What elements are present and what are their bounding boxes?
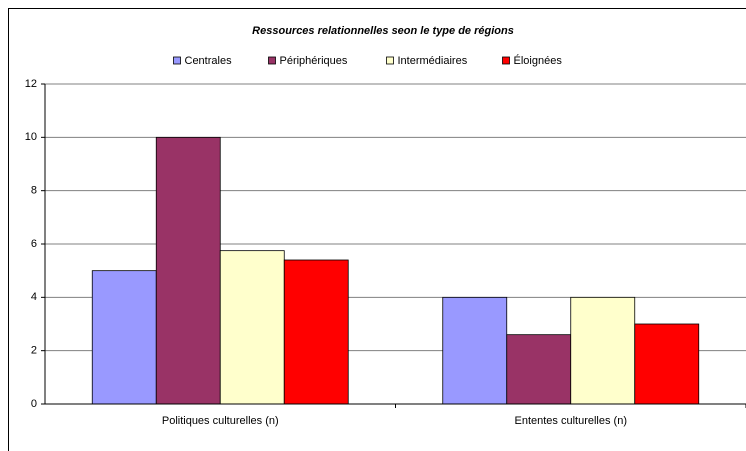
bar bbox=[570, 296, 636, 405]
y-tick-label: 4 bbox=[31, 291, 37, 303]
y-tick-label: 2 bbox=[31, 345, 37, 357]
bar bbox=[219, 250, 285, 405]
legend-label: Intermédiaires bbox=[398, 55, 468, 67]
legend-swatch bbox=[268, 56, 276, 65]
y-tick-label: 12 bbox=[25, 78, 37, 90]
bar bbox=[506, 334, 572, 405]
bar bbox=[634, 323, 700, 405]
legend-label: Centrales bbox=[185, 55, 233, 67]
x-tick-label: Ententes culturelles (n) bbox=[515, 415, 628, 427]
bar bbox=[91, 270, 157, 405]
bar bbox=[155, 136, 221, 405]
legend-swatch bbox=[173, 56, 181, 65]
legend-label: Éloignées bbox=[514, 54, 563, 67]
legend-swatch bbox=[502, 56, 510, 65]
x-tick-label: Politiques culturelles (n) bbox=[162, 415, 279, 427]
y-tick-label: 6 bbox=[31, 238, 37, 250]
legend-swatch bbox=[386, 56, 394, 65]
chart-title: Ressources relationnelles seon le type d… bbox=[252, 25, 514, 37]
chart-frame bbox=[8, 8, 746, 451]
y-tick-label: 0 bbox=[31, 398, 37, 410]
y-tick-label: 10 bbox=[25, 131, 37, 143]
legend-label: Périphériques bbox=[280, 55, 348, 67]
bar bbox=[442, 296, 508, 405]
bar bbox=[283, 259, 349, 405]
y-tick-label: 8 bbox=[31, 185, 37, 197]
